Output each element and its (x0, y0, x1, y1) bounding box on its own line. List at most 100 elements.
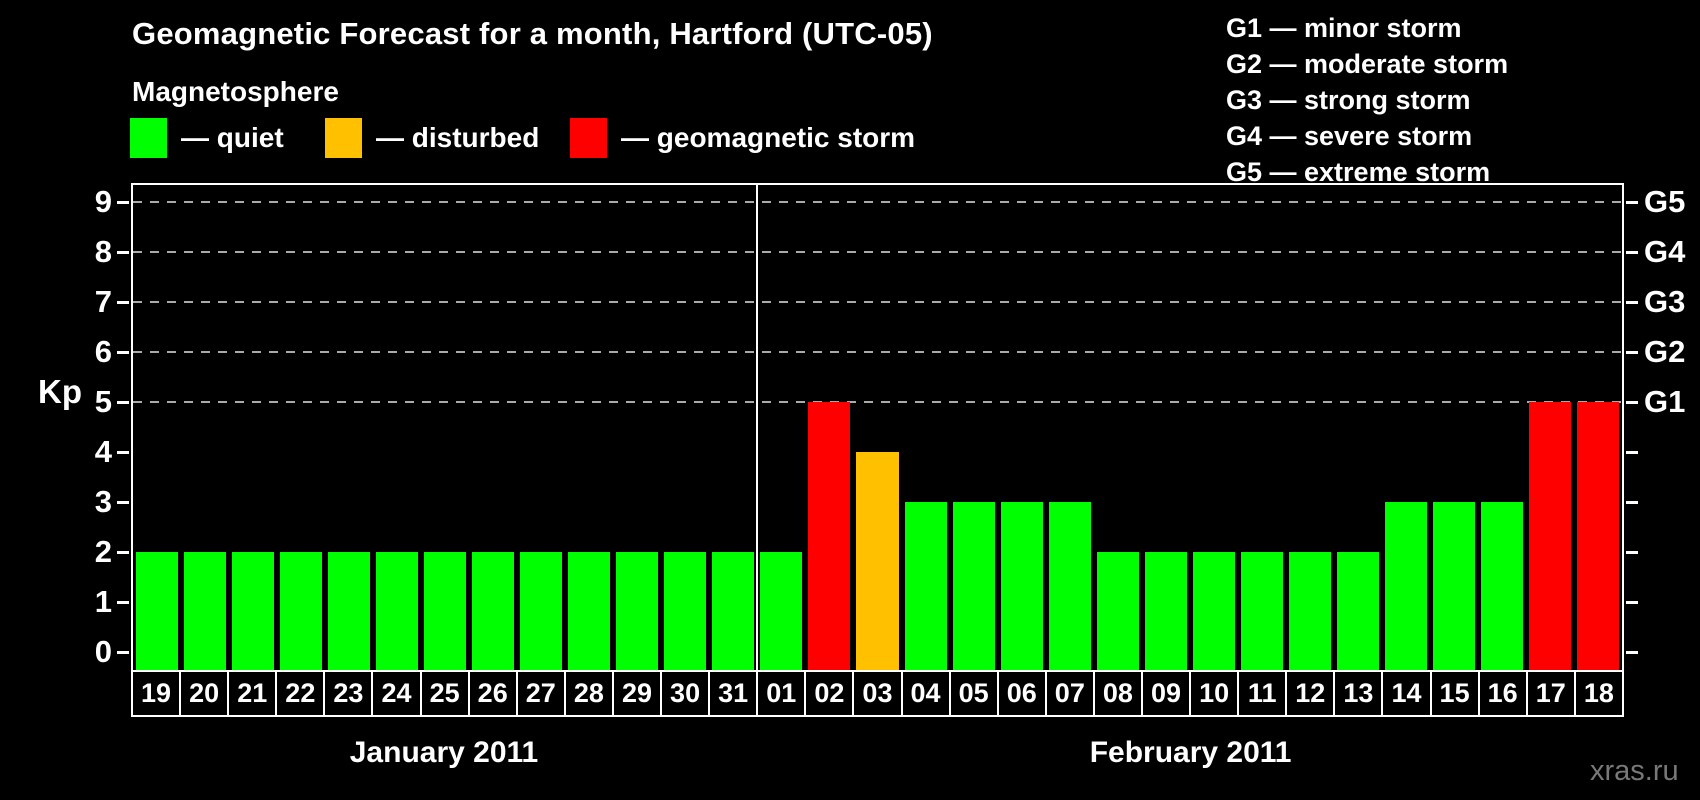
watermark: xras.ru (1590, 755, 1679, 787)
day-label-15-feb: 15 (1429, 670, 1480, 717)
day-label-19-jan: 19 (131, 670, 182, 717)
day-label-24-jan: 24 (371, 670, 422, 717)
y-tick-mark-5 (117, 400, 129, 404)
kp-bar-day-23-jan (328, 552, 371, 670)
legend-item-disturbed: — disturbed (325, 118, 539, 158)
kp-bar-day-03-feb (856, 452, 899, 670)
month-label-february: February 2011 (1089, 736, 1292, 769)
right-tick-mark-8 (1626, 250, 1638, 254)
kp-bar-day-22-jan (280, 552, 323, 670)
y-tick-label-1: 1 (94, 584, 112, 619)
kp-bar-day-09-feb (1144, 552, 1187, 670)
kp-bar-day-21-jan (232, 552, 275, 670)
legend-label-disturbed: — disturbed (376, 122, 540, 153)
y-tick-mark-9 (117, 200, 129, 204)
disturbed-color-swatch (325, 118, 362, 158)
day-label-16-feb: 16 (1477, 670, 1528, 717)
y-tick-label-4: 4 (94, 434, 112, 469)
kp-bar-day-10-feb (1192, 552, 1235, 670)
kp-bar-day-16-feb (1480, 502, 1523, 670)
storm-scale-g2: G2 — moderate storm (1226, 49, 1509, 79)
day-label-09-feb: 09 (1140, 670, 1192, 717)
day-label-13-feb: 13 (1333, 670, 1384, 717)
right-tick-mark-6 (1626, 350, 1638, 354)
x-axis-day-labels: 19 20 21 22 23 24 25 26 27 28 29 30 31 01 02 03 04 05 06 07… (131, 670, 1624, 717)
storm-scale-legend: G1 — minor storm G2 — moderate storm G3 … (1226, 10, 1508, 190)
right-axis-label-g2: G2 (1644, 334, 1686, 369)
storm-scale-g1: G1 — minor storm (1226, 13, 1462, 43)
y-tick-label-6: 6 (94, 334, 112, 369)
gridline-kp-9 (133, 201, 1622, 203)
kp-bar-day-14-feb (1384, 502, 1427, 670)
y-tick-label-9: 9 (94, 184, 112, 219)
day-label-26-jan: 26 (467, 670, 518, 717)
kp-bar-day-19-jan (136, 552, 179, 670)
y-tick-label-7: 7 (94, 284, 112, 319)
kp-bar-day-27-jan (520, 552, 563, 670)
legend-item-quiet: — quiet (130, 118, 284, 158)
month-divider-line (756, 185, 759, 670)
plot-area (131, 183, 1624, 670)
right-tick-mark-2 (1626, 550, 1638, 554)
legend-item-storm: — geomagnetic storm (570, 118, 915, 158)
day-label-11-feb: 11 (1237, 670, 1288, 717)
day-label-28-jan: 28 (563, 670, 614, 717)
kp-bar-day-01-feb (760, 552, 803, 670)
right-axis-label-g4: G4 (1644, 234, 1686, 269)
day-label-04-feb: 04 (900, 670, 951, 717)
day-label-02-feb: 02 (804, 670, 855, 717)
kp-bar-day-18-feb (1576, 402, 1619, 670)
month-label-january: January 2011 (349, 736, 539, 769)
day-label-17-feb: 17 (1525, 670, 1576, 717)
legend-label-quiet: — quiet (181, 122, 284, 153)
magnetosphere-legend-heading: Magnetosphere (132, 76, 339, 107)
day-label-25-jan: 25 (419, 670, 470, 717)
right-tick-mark-5 (1626, 400, 1638, 404)
right-tick-mark-4 (1626, 450, 1638, 454)
plot-inner (133, 185, 1622, 670)
kp-bar-day-29-jan (616, 552, 659, 670)
day-label-12-feb: 12 (1285, 670, 1336, 717)
kp-bar-day-20-jan (184, 552, 227, 670)
kp-bar-day-24-jan (376, 552, 419, 670)
right-axis-label-g5: G5 (1644, 184, 1686, 219)
kp-bar-day-31-jan (712, 552, 755, 670)
y-tick-mark-3 (117, 500, 129, 504)
gridline-kp-7 (133, 301, 1622, 303)
day-label-03-feb: 03 (852, 670, 903, 717)
right-tick-mark-0 (1626, 650, 1638, 654)
right-tick-mark-9 (1626, 200, 1638, 204)
day-label-18-feb: 18 (1573, 670, 1624, 717)
kp-bar-day-13-feb (1336, 552, 1379, 670)
kp-bar-day-07-feb (1048, 502, 1091, 670)
day-label-14-feb: 14 (1381, 670, 1432, 717)
y-tick-label-8: 8 (94, 234, 112, 269)
y-tick-mark-7 (117, 300, 129, 304)
gridline-kp-8 (133, 251, 1622, 253)
storm-scale-g4: G4 — severe storm (1226, 121, 1473, 151)
y-tick-mark-8 (117, 250, 129, 254)
day-label-05-feb: 05 (948, 670, 999, 717)
kp-bar-day-02-feb (808, 402, 851, 670)
y-tick-mark-2 (117, 550, 129, 554)
right-tick-mark-7 (1626, 300, 1638, 304)
gridline-kp-5 (133, 401, 1622, 403)
kp-bar-day-12-feb (1288, 552, 1331, 670)
y-tick-mark-0 (117, 650, 129, 654)
day-label-27-jan: 27 (515, 670, 566, 717)
quiet-color-swatch (130, 118, 167, 158)
right-tick-mark-1 (1626, 600, 1638, 604)
storm-scale-g3: G3 — strong storm (1226, 85, 1471, 115)
gridline-kp-6 (133, 351, 1622, 353)
kp-bar-day-06-feb (1000, 502, 1043, 670)
day-label-30-jan: 30 (660, 670, 711, 717)
y-tick-mark-1 (117, 600, 129, 604)
day-label-20-jan: 20 (179, 670, 230, 717)
kp-bar-day-04-feb (904, 502, 947, 670)
day-label-07-feb: 07 (1044, 670, 1095, 717)
storm-scale-g5: G5 — extreme storm (1226, 157, 1491, 187)
kp-bar-day-30-jan (664, 552, 707, 670)
right-axis-label-g1: G1 (1644, 384, 1686, 419)
day-label-01-feb: 01 (756, 670, 807, 717)
kp-bar-day-28-jan (568, 552, 611, 670)
